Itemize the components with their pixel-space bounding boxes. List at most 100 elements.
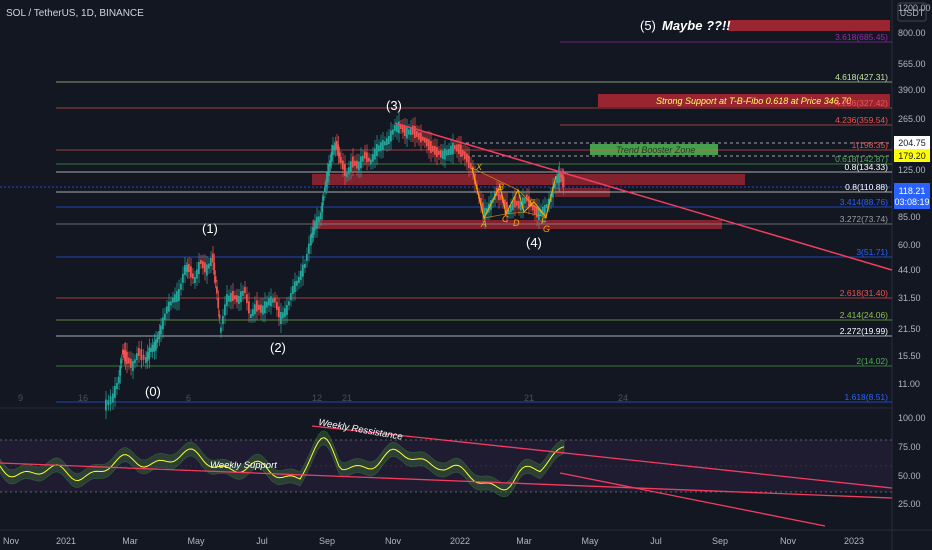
symbol-title: SOL / TetherUS, 1D, BINANCE: [6, 8, 144, 19]
currency-badge[interactable]: USDT: [897, 2, 927, 22]
fib-level-label: 0.618(142.87): [835, 154, 888, 164]
support-zone: [312, 220, 722, 229]
current-zone: [555, 188, 610, 197]
fib-level-label: 4.236(359.54): [835, 115, 888, 125]
trend-booster-label: Trend Booster Zone: [616, 145, 695, 155]
price-tick: 44.00: [898, 265, 921, 275]
pattern-point-label: X: [475, 162, 483, 172]
inner-time-label: 24: [618, 393, 628, 403]
wave-4-label: (4): [526, 235, 542, 250]
time-label: Jul: [256, 536, 268, 546]
time-label: May: [581, 536, 599, 546]
price-tick: 60.00: [898, 240, 921, 250]
time-label: 2022: [450, 536, 470, 546]
inner-time-label: 21: [524, 393, 534, 403]
fib-level-label: 3.272(73.74): [840, 214, 888, 224]
fib-level-label: 4.618(427.31): [835, 72, 888, 82]
fib-level-label: 2.272(19.99): [840, 326, 888, 336]
strong-support-zone: [598, 94, 890, 107]
pattern-point-label: F: [541, 216, 547, 226]
strong-support-label: Strong Support at T-B-Fibo 0.618 at Pric…: [656, 96, 851, 106]
inner-time-label: 9: [18, 393, 23, 403]
svg-text:USDT: USDT: [900, 8, 925, 18]
fib-level-label: 2(14.02): [856, 356, 888, 366]
fib-levels: [56, 41, 892, 403]
time-label: Sep: [319, 536, 335, 546]
fib-level-label: 0.8(110.88): [845, 182, 888, 192]
inner-time-label: 16: [78, 393, 88, 403]
inner-time-labels: 9 16 6 12 21 21 24: [18, 393, 628, 403]
pattern-point-label: D: [513, 218, 520, 228]
oscillator-axis: 100.00 75.00 50.00 25.00: [898, 413, 926, 509]
time-label: 2021: [56, 536, 76, 546]
svg-text:179.20: 179.20: [898, 151, 926, 161]
svg-text:204.75: 204.75: [898, 138, 926, 148]
price-tick: 565.00: [898, 59, 926, 69]
wave-1-label: (1): [202, 221, 218, 236]
price-tick: 31.50: [898, 293, 921, 303]
time-label: Nov: [385, 536, 402, 546]
time-label: Nov: [3, 536, 20, 546]
inner-time-label: 21: [342, 393, 352, 403]
price-tick: 265.00: [898, 114, 926, 124]
current-price-badge: 118.21 03:08:19: [894, 183, 930, 209]
time-label: May: [187, 536, 205, 546]
resistance-zone: [312, 174, 745, 185]
time-label: Mar: [122, 536, 138, 546]
weekly-support-line[interactable]: [0, 462, 893, 499]
wave-3-label: (3): [386, 98, 402, 113]
osc-tick: 100.00: [898, 413, 926, 423]
svg-text:03:08:19: 03:08:19: [894, 197, 929, 207]
fib-level-label: 2.618(31.40): [840, 288, 888, 298]
wave-2-label: (2): [270, 340, 286, 355]
maybe-label: Maybe ??!!: [662, 18, 731, 33]
maybe-zone: [728, 20, 890, 31]
fib-level-label: 3.618(685.45): [835, 32, 888, 42]
price-tick: 15.50: [898, 351, 921, 361]
osc-tick: 50.00: [898, 471, 921, 481]
price-tick: 85.00: [898, 212, 921, 222]
price-tick: 11.00: [898, 379, 920, 389]
osc-tick: 75.00: [898, 442, 921, 452]
price-tick: 1200.00: [898, 3, 931, 13]
pattern-point-label: A: [480, 219, 487, 229]
wave-5-label: (5): [640, 18, 656, 33]
fib-level-label: 3(51.71): [856, 247, 888, 257]
price-tag-lower: 179.20: [894, 149, 930, 162]
fib-level-label: 4.236(327.42): [835, 98, 888, 108]
price-tick: 390.00: [898, 85, 926, 95]
pattern-point-label: E: [529, 198, 536, 208]
time-label: Jul: [650, 536, 662, 546]
svg-text:118.21: 118.21: [899, 186, 926, 196]
inner-time-label: 6: [186, 393, 191, 403]
trend-booster-zone: [590, 144, 718, 155]
price-axis[interactable]: 1200.00 800.00 565.00 390.00 265.00 125.00 85.…: [898, 3, 931, 389]
fib-level-label: 0.8(134.33): [845, 162, 889, 172]
time-label: Mar: [516, 536, 532, 546]
price-tick: 800.00: [898, 28, 926, 38]
wave-0-label: (0): [145, 384, 161, 399]
time-label: Sep: [712, 536, 728, 546]
fib-labels: 3.618(685.45) 4.618(427.31) 4.236(359.54) 4…: [835, 32, 888, 402]
fib-level-label: 1.618(8.51): [845, 392, 889, 402]
weekly-support-label: Weekly Support: [210, 460, 277, 471]
pattern-point-label: C: [502, 214, 509, 224]
descending-trendline[interactable]: [394, 122, 893, 271]
fib-level-label: 2.414(24.06): [840, 310, 888, 320]
pattern-point-label: B: [498, 182, 504, 192]
oscillator-pane[interactable]: Weekly Ressistance Weekly Support: [0, 417, 893, 527]
inner-time-label: 12: [312, 393, 322, 403]
weekly-resistance-line[interactable]: [311, 425, 893, 489]
fib-level-label: 1(198.35): [852, 140, 889, 150]
time-label: Nov: [780, 536, 797, 546]
price-tick: 21.50: [898, 324, 921, 334]
price-tick: 125.00: [898, 165, 926, 175]
osc-tick: 25.00: [898, 499, 921, 509]
pattern-point-label: G: [543, 224, 550, 234]
time-label: 2023: [844, 536, 864, 546]
fib-level-label: 3.414(88.76): [840, 197, 888, 207]
price-tag-upper: 204.75: [894, 136, 930, 149]
time-axis[interactable]: Nov 2021 Mar May Jul Sep Nov 2022 Mar May Jul Sep No…: [3, 536, 864, 546]
